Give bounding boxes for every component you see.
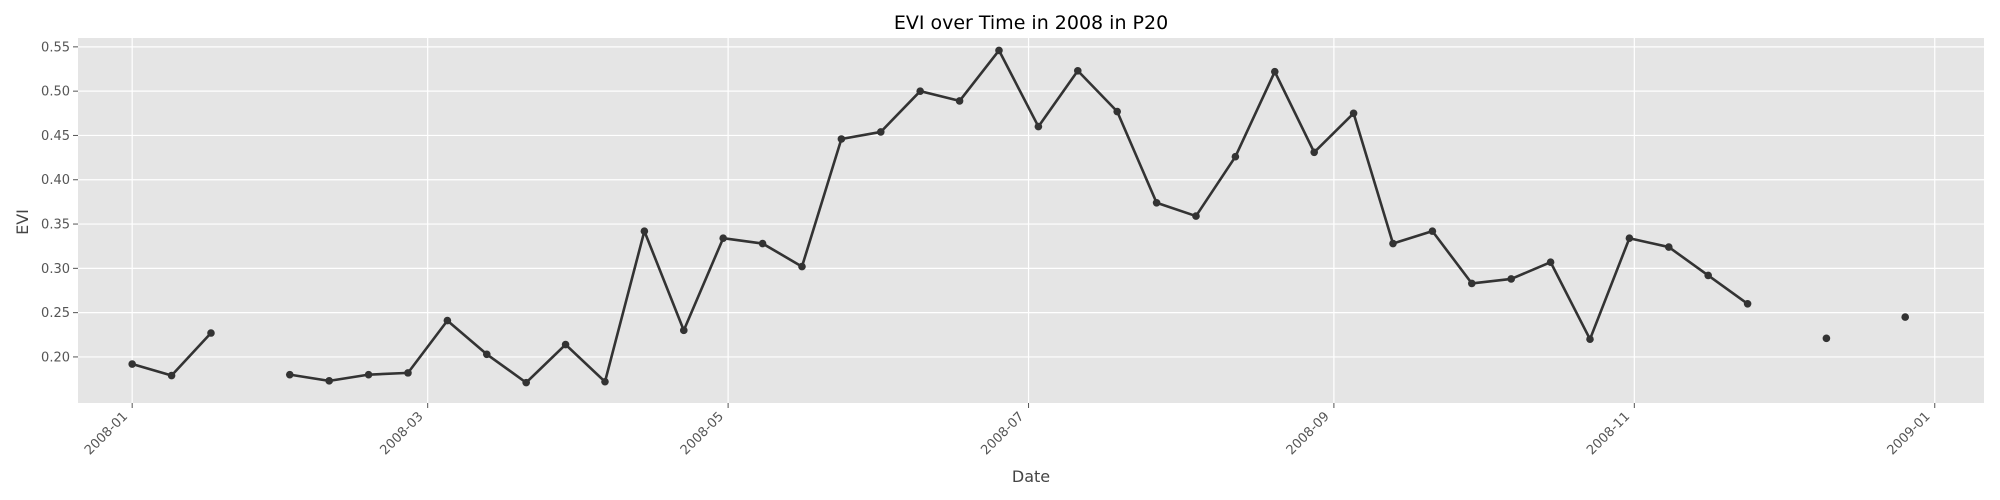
x-axis-label: Date bbox=[1012, 467, 1050, 486]
data-point bbox=[167, 371, 176, 380]
data-point bbox=[1822, 334, 1831, 343]
data-point bbox=[1546, 258, 1555, 266]
data-point bbox=[955, 97, 964, 105]
data-point bbox=[482, 350, 491, 359]
data-point bbox=[758, 239, 767, 248]
data-point bbox=[1428, 227, 1437, 235]
y-tick-label: 0.45 bbox=[41, 129, 70, 144]
plot-background bbox=[78, 38, 1984, 403]
data-point bbox=[876, 128, 885, 136]
data-point bbox=[1704, 271, 1712, 280]
data-point bbox=[285, 370, 294, 379]
data-point bbox=[1586, 335, 1594, 344]
x-axis-ticks: 2008-01 2008-03 2008-05 2008-07 2008-09 2008-… bbox=[82, 403, 1936, 458]
data-point bbox=[522, 378, 530, 387]
data-point bbox=[325, 377, 333, 385]
x-tick-label: 2008-09 bbox=[1284, 409, 1333, 458]
data-point bbox=[1467, 279, 1476, 288]
series-line-segment bbox=[288, 49, 1749, 384]
x-tick-label: 2008-01 bbox=[82, 409, 131, 458]
data-point bbox=[1113, 107, 1121, 116]
data-point bbox=[719, 234, 727, 243]
grid-lines bbox=[78, 38, 1984, 403]
data-point bbox=[1901, 313, 1909, 321]
data-point bbox=[640, 227, 649, 235]
series-points bbox=[128, 46, 1909, 387]
y-axis-ticks: 0.20 0.25 0.30 0.35 0.40 0.45 0.50 0.55 bbox=[41, 40, 78, 365]
data-point bbox=[1507, 275, 1515, 283]
data-point bbox=[364, 370, 373, 379]
y-tick-label: 0.20 bbox=[41, 350, 70, 365]
data-point bbox=[1192, 212, 1200, 220]
x-tick-label: 2008-05 bbox=[678, 409, 727, 458]
data-point bbox=[1073, 66, 1082, 75]
data-point bbox=[128, 360, 136, 368]
data-point bbox=[798, 262, 806, 271]
data-point bbox=[679, 326, 688, 335]
data-point bbox=[916, 87, 924, 95]
data-point bbox=[1310, 148, 1318, 157]
y-tick-label: 0.55 bbox=[41, 40, 70, 55]
y-tick-label: 0.35 bbox=[41, 218, 70, 233]
x-tick-label: 2009-01 bbox=[1885, 409, 1934, 458]
data-point bbox=[1152, 198, 1161, 207]
data-point bbox=[1743, 299, 1752, 308]
data-point bbox=[1349, 109, 1358, 118]
data-point bbox=[601, 377, 609, 386]
data-point bbox=[1664, 243, 1673, 251]
y-tick-label: 0.40 bbox=[41, 173, 70, 188]
data-point bbox=[1034, 122, 1043, 131]
y-tick-label: 0.30 bbox=[41, 262, 70, 277]
y-tick-label: 0.25 bbox=[41, 306, 70, 321]
data-point bbox=[837, 135, 846, 143]
data-point bbox=[1389, 239, 1397, 248]
data-point bbox=[1270, 67, 1279, 76]
data-point bbox=[443, 316, 452, 325]
data-point bbox=[207, 329, 215, 337]
data-point bbox=[1625, 234, 1634, 243]
x-tick-label: 2008-03 bbox=[377, 409, 426, 458]
data-point bbox=[995, 46, 1003, 55]
x-tick-label: 2008-11 bbox=[1584, 409, 1633, 458]
data-point bbox=[561, 340, 570, 349]
y-axis-label: EVI bbox=[13, 209, 32, 235]
chart-title: EVI over Time in 2008 in P20 bbox=[894, 12, 1168, 34]
y-tick-label: 0.50 bbox=[41, 85, 70, 100]
data-point bbox=[1231, 152, 1240, 161]
data-point bbox=[404, 369, 412, 377]
x-tick-label: 2008-07 bbox=[978, 409, 1027, 458]
